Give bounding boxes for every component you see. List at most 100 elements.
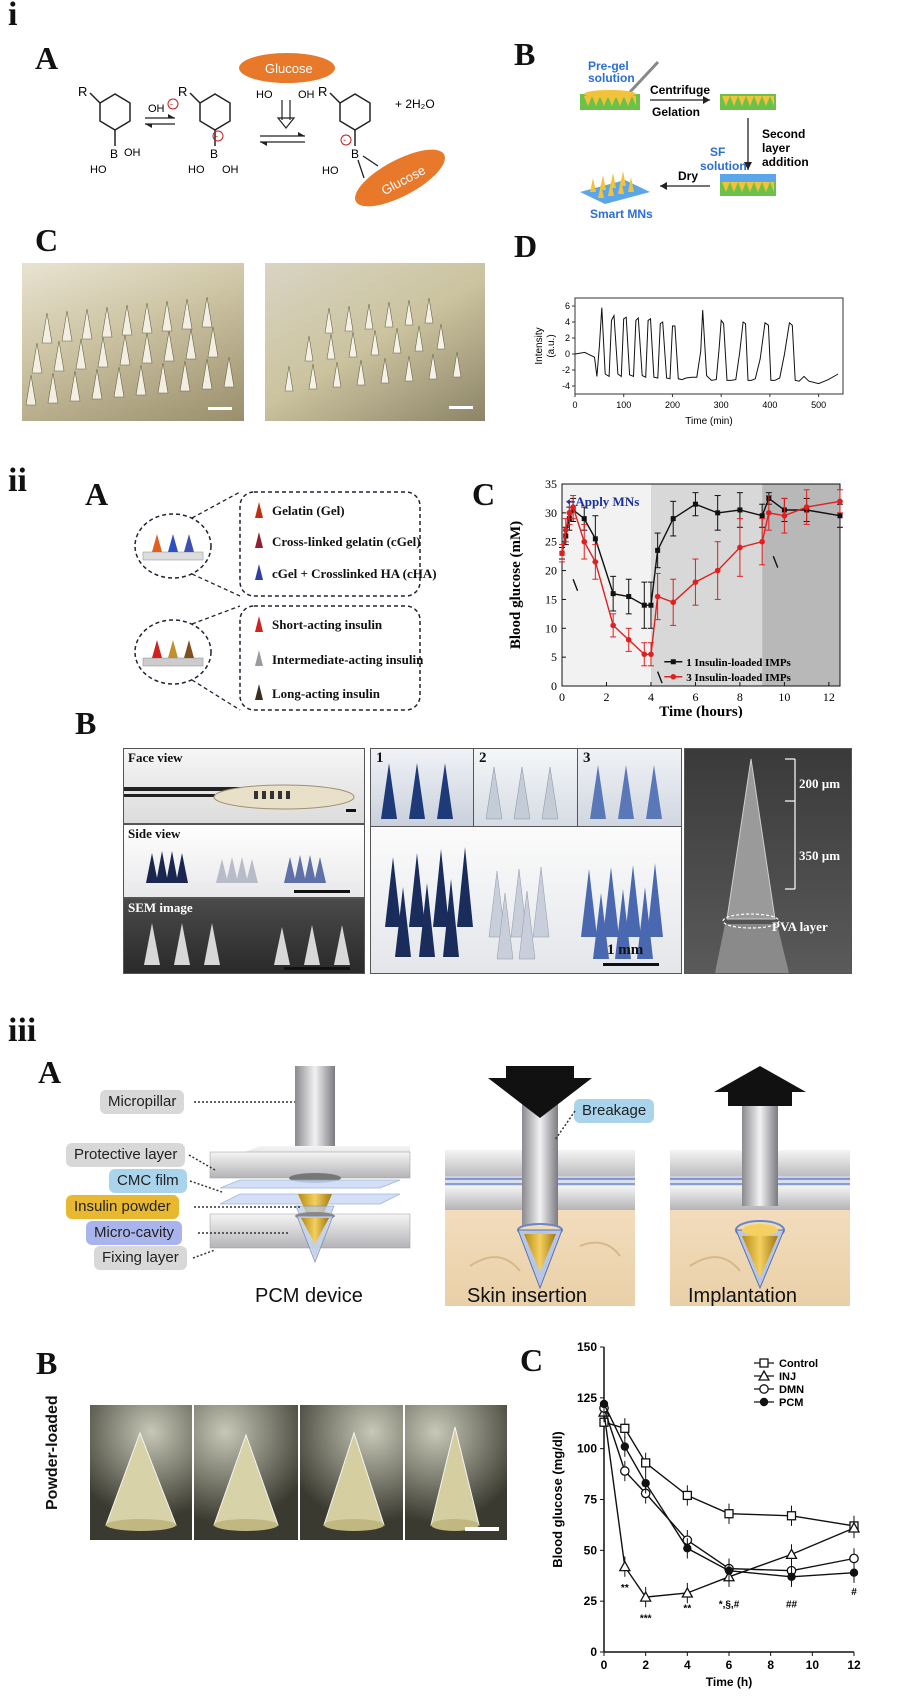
data-point [681, 1586, 694, 1598]
legend-item-short: Short-acting insulin [272, 617, 383, 632]
closeup-label-1: 1 [376, 750, 384, 766]
data-point [641, 1458, 651, 1468]
x-tick-label: 2 [603, 690, 609, 704]
sem-image-label: SEM image [128, 900, 193, 915]
data-point [639, 1590, 652, 1602]
panel-label-i-c: C [35, 222, 59, 258]
data-point [737, 507, 743, 513]
closeup-photo-1 [370, 748, 475, 828]
caption-pcm-device: PCM device [255, 1285, 363, 1307]
y-axis-label: Blood glucose (mg/dl) [550, 1431, 565, 1568]
pipette [628, 60, 660, 94]
data-point [682, 1490, 692, 1501]
y-tick-label: 150 [577, 1340, 597, 1354]
x-tick-label: 400 [762, 400, 777, 410]
r-group-1: R [78, 84, 87, 99]
panel-label-i-a: A [35, 40, 59, 76]
data-point [715, 510, 721, 516]
data-point [654, 593, 661, 600]
x-tick-label: 0 [572, 400, 577, 410]
data-point [566, 510, 573, 516]
y-tick-label: -2 [562, 365, 570, 375]
y-tick-label: 25 [584, 1594, 598, 1608]
y-tick-label: 6 [565, 301, 570, 311]
ho-2: HO [188, 164, 205, 176]
glucose-label-top: Glucose [265, 61, 313, 76]
legend-label: 3 Insulin-loaded IMPs [686, 672, 791, 684]
chart-blood-glucose-imps: 0 2 4 6 8 10 12 0 5 10 15 20 25 30 35 1 Insulin-loaded … [508, 478, 843, 718]
arrow-annotation [572, 578, 579, 592]
data-point [692, 579, 699, 585]
section-label-iii: iii [8, 1012, 37, 1049]
data-point [683, 1544, 692, 1553]
x-tick-label: 6 [692, 690, 698, 704]
callout-micro-cavity: Micro-cavity [86, 1221, 183, 1245]
x-tick-label: 0 [559, 690, 565, 704]
data-point [570, 504, 576, 510]
boronate-molecule: R - B HO OH [178, 84, 239, 176]
y-axis-unit: (a.u.) [546, 334, 557, 357]
oh-2: OH [222, 164, 239, 176]
data-point [620, 1442, 630, 1451]
boronate-ester-molecule: R - B HO [318, 84, 379, 179]
data-point [581, 516, 587, 522]
data-point [849, 1553, 859, 1564]
closeup-photo-2 [473, 748, 579, 828]
panel-label-iii-a: A [38, 1054, 62, 1090]
x-tick-label: 12 [823, 690, 835, 704]
dry-label: Dry [678, 169, 698, 183]
y-axis-label: Blood glucose (mM) [508, 521, 524, 649]
x-tick-label: 4 [648, 690, 654, 704]
phenylboronic-acid-molecule: R B HO OH [78, 84, 141, 176]
legend-item-intermediate: Intermediate-acting insulin [272, 652, 424, 667]
y-tick-label: 5 [551, 650, 557, 664]
legend-item-cgel: Cross-linked gelatin (cGel) [272, 534, 421, 549]
data-point [655, 547, 661, 553]
r-group-2: R [178, 84, 187, 99]
y-tick-label: 4 [565, 317, 570, 327]
series-line-dmn [603, 1407, 855, 1572]
data-point [847, 1521, 861, 1533]
data-point [837, 513, 843, 519]
closeup-label-3: 3 [583, 750, 591, 766]
y-tick-label: 75 [584, 1493, 598, 1507]
data-point [610, 622, 616, 629]
x-tick-label: 200 [665, 400, 680, 410]
legend-label: 1 Insulin-loaded IMPs [686, 657, 791, 669]
panel-label-i-d: D [514, 228, 538, 264]
callout-cmc-film: CMC film [109, 1169, 187, 1193]
legend-marker [670, 659, 676, 665]
ho-3: HO [256, 89, 273, 101]
data-point [692, 501, 698, 507]
boronic-acid-scheme: R B HO OH OH - R - B HO OH Glucose HO OH… [78, 53, 445, 207]
legend-item-cha: cGel + Crosslinked HA (cHA) [272, 566, 437, 581]
plot-frame [561, 483, 841, 687]
panel-label-i-b: B [514, 36, 536, 72]
pregel-label-1: Pre-gel [588, 60, 629, 73]
arrow-annotation [772, 555, 779, 568]
y-tick-label: 100 [577, 1442, 597, 1456]
side-view-photo [123, 824, 365, 898]
x-tick-label: 300 [714, 400, 729, 410]
data-point [670, 516, 676, 522]
data-point [670, 599, 676, 606]
x-tick-label: 2 [642, 1658, 649, 1672]
scale-bar [449, 406, 473, 409]
closeup-photo-3 [577, 748, 682, 828]
gelation-label: Gelation [652, 105, 700, 119]
layer-label: layer [762, 141, 790, 155]
legend-label: Control [779, 1358, 818, 1370]
oh-1: OH [124, 147, 141, 159]
sf-solution-label: solution [700, 159, 747, 173]
x-tick-label: 100 [616, 400, 631, 410]
y-tick-label: 25 [545, 535, 557, 549]
y-tick-label: 20 [545, 564, 557, 578]
face-view-label: Face view [128, 750, 183, 765]
data-point [592, 559, 599, 565]
data-point [592, 536, 598, 542]
sf-label: SF [710, 145, 725, 159]
data-point [618, 1560, 631, 1572]
x-axis-label: Time (h) [706, 1675, 752, 1689]
callout-micropillar: Micropillar [100, 1090, 185, 1114]
section-label-ii: ii [8, 462, 27, 499]
